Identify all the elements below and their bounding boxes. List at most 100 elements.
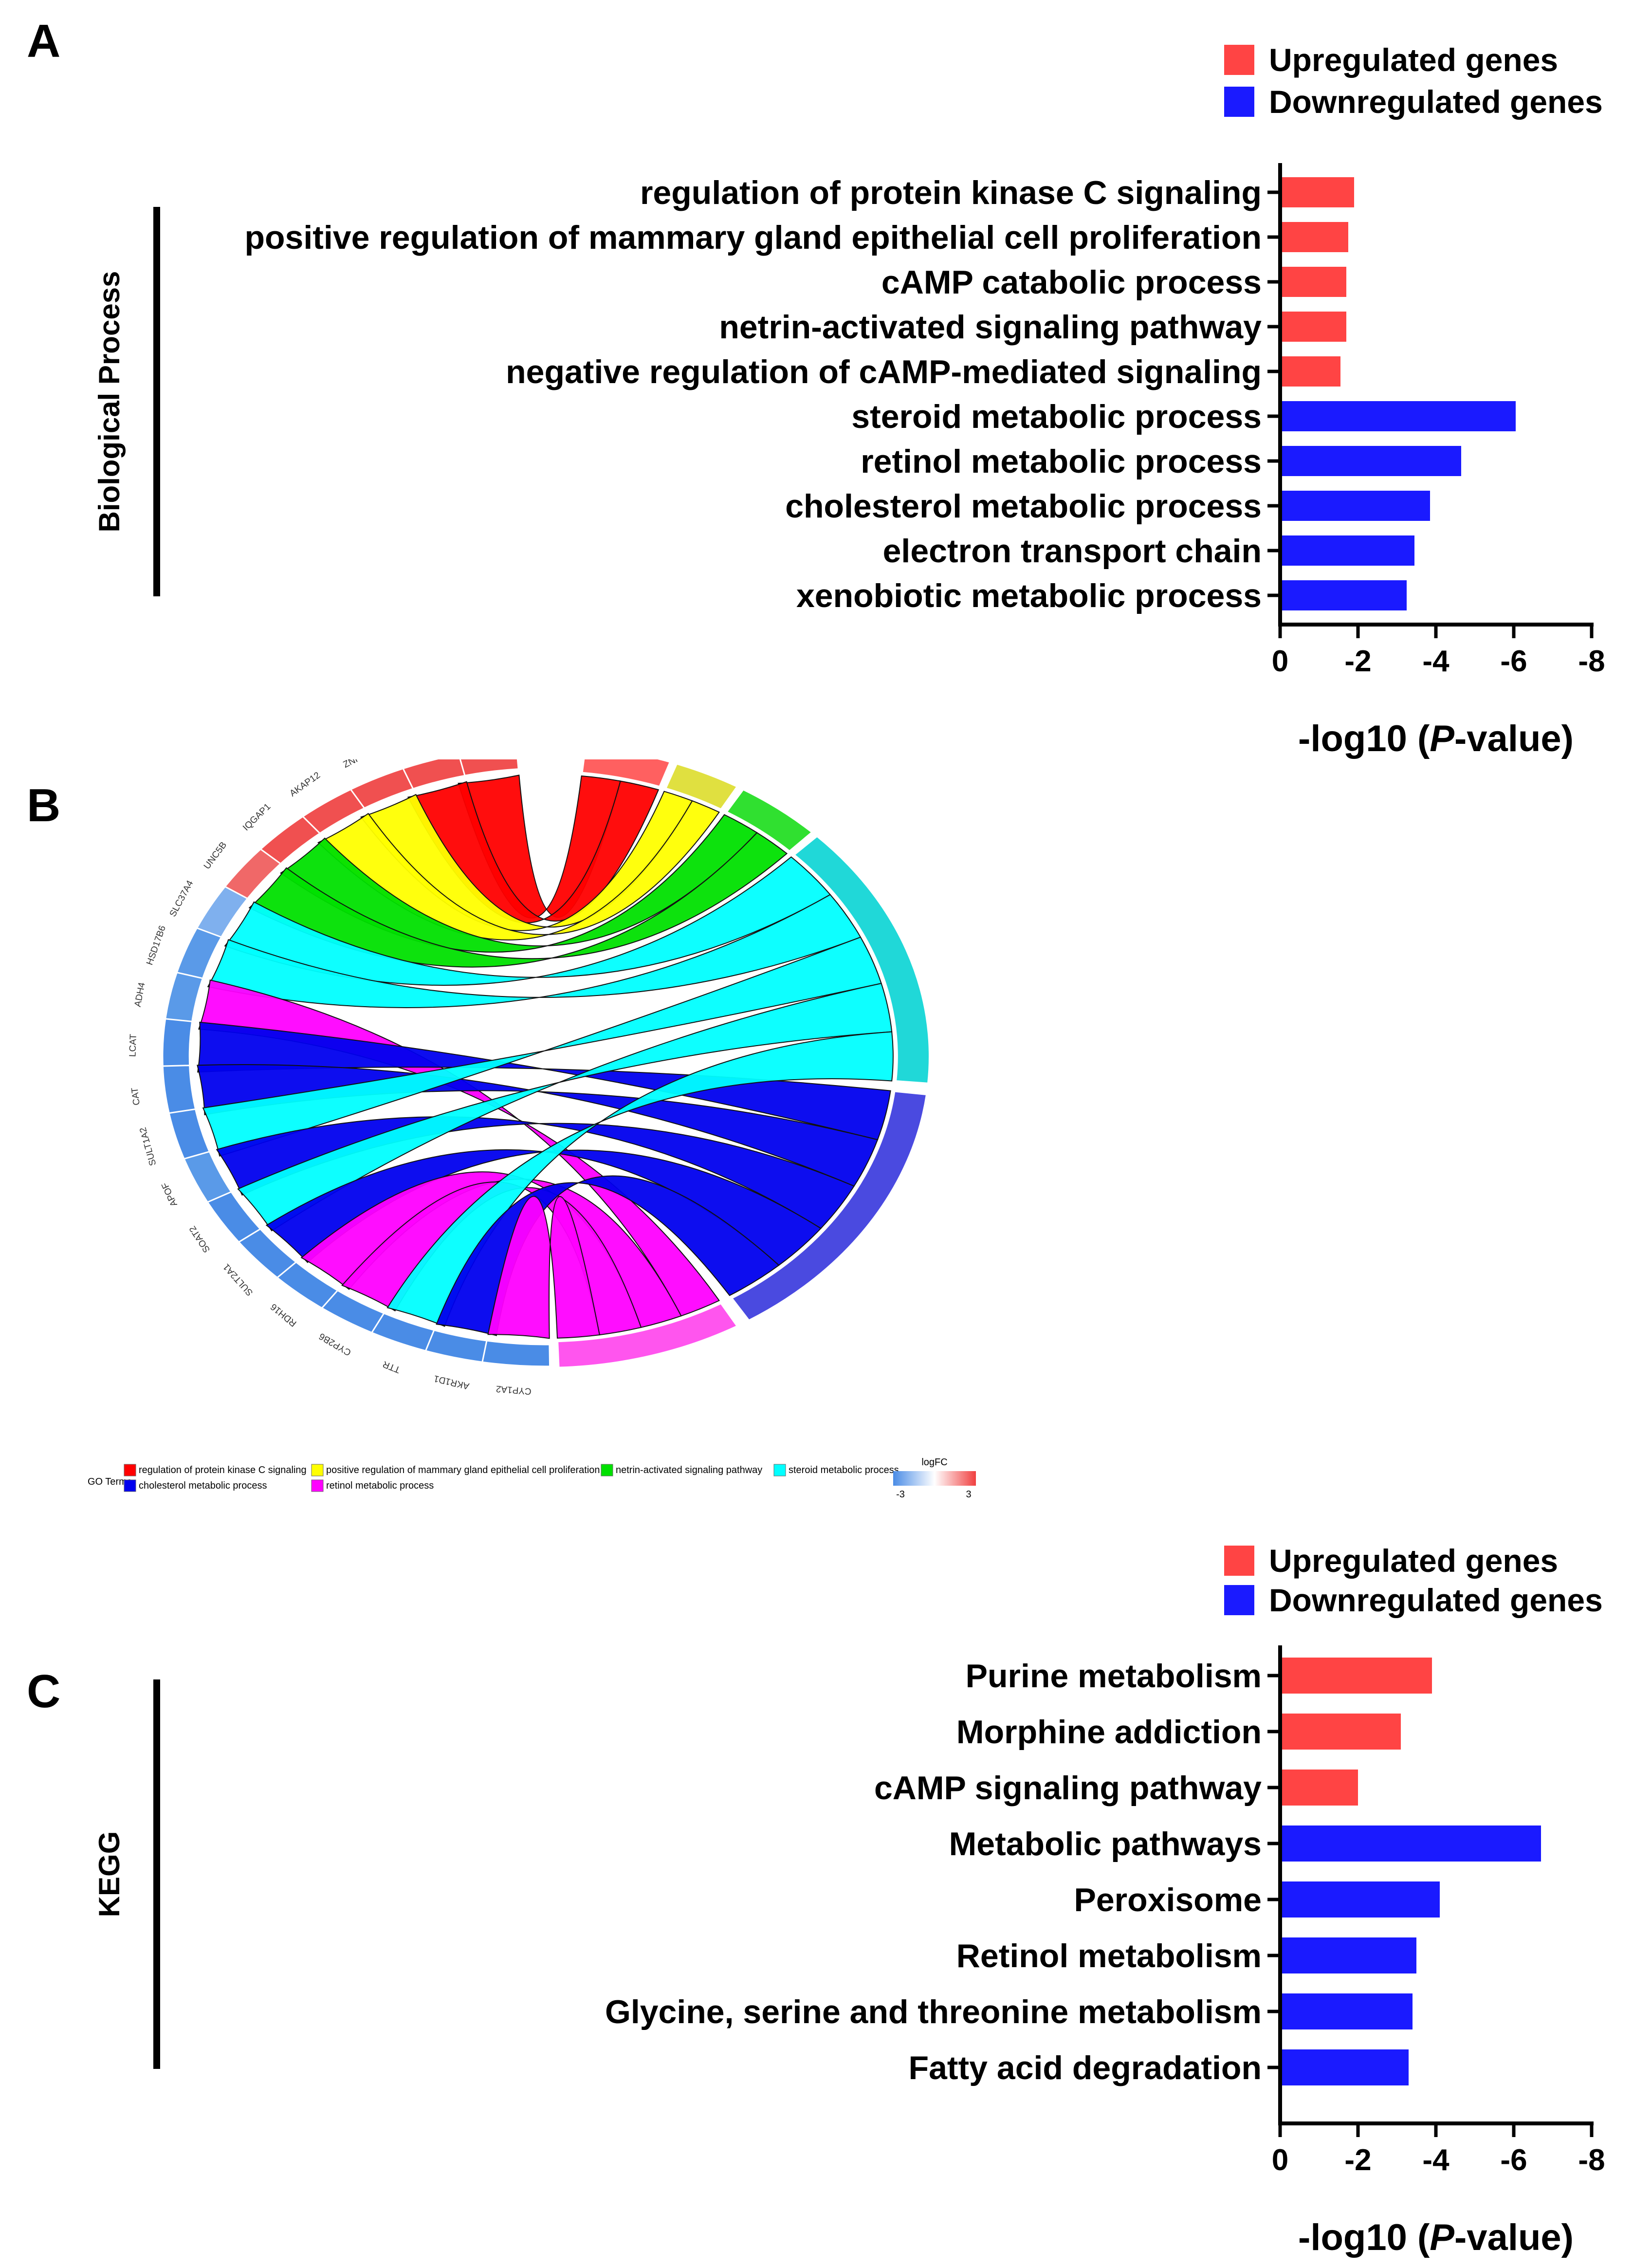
go-bar [1280,312,1346,342]
go-term-legend-label: regulation of protein kinase C signaling [139,1465,307,1475]
go-term-legend-label: cholesterol metabolic process [139,1480,267,1491]
go-term-legend-label: retinol metabolic process [326,1480,434,1491]
logfc-legend-min: -3 [896,1489,905,1500]
go-category-label: retinol metabolic process [861,443,1262,480]
kegg-group-label: KEGG [93,1831,126,1918]
kegg-bar [1280,1993,1413,2029]
gene-label: ADH4 [133,981,147,1008]
gene-label: SULT2A1 [221,1261,256,1297]
gene-arc [450,759,519,778]
gene-label: AKAP12 [288,770,322,799]
kegg-bar [1280,1658,1432,1694]
kegg-bar [1280,1937,1416,1973]
gene-arc [183,1150,237,1210]
go-x-tick-label: -6 [1500,645,1527,678]
gene-label: UNC5B [202,840,229,871]
go-x-tick-label: -8 [1578,645,1605,678]
gene-arc [341,767,414,813]
kegg-x-tick-label: -4 [1422,2143,1450,2177]
panel-label-a: A [27,15,61,67]
chord-ribbon [237,982,893,1232]
term-arc [664,762,739,811]
go-term-legend-swatch [311,1479,324,1492]
go-term-legend-label: netrin-activated signaling pathway [616,1465,762,1475]
gene-label: SULT1A2 [138,1126,158,1167]
gene-label: IQGAP1 [241,802,273,833]
go-term-legend-swatch [311,1464,324,1476]
kegg-legend-swatch-up [1224,1546,1254,1576]
go-category-label: steroid metabolic process [851,398,1262,435]
go-bar [1280,222,1348,252]
term-arc [556,1302,739,1369]
go-legend-up: Upregulated genes [1269,42,1558,78]
go-x-tick-label: 0 [1272,645,1288,678]
kegg-x-tick-label: -6 [1500,2143,1527,2177]
chord-diagram: UNC5DSEZ6L2ZNF703AKAP12IQGAP1UNC5BSLC37A… [88,759,976,1500]
go-bar [1280,356,1340,387]
gene-arc [163,971,204,1030]
gene-label: CAT [130,1087,142,1106]
gene-label: APOF [160,1181,179,1208]
kegg-x-tick-label: -8 [1578,2143,1605,2177]
go-term-legend-swatch [601,1464,613,1476]
go-category-label: cAMP catabolic process [881,264,1262,301]
go-bar [1280,177,1354,207]
go-group-label: Biological Process [93,271,126,533]
kegg-legend-up: Upregulated genes [1269,1543,1558,1579]
gene-arc [168,1108,214,1167]
gene-label: AKR1D1 [433,1373,470,1391]
gene-label: CYP2B6 [317,1331,353,1358]
go-bar-chart: Upregulated genes Downregulated genes Biol… [93,42,1605,759]
gene-label: HSD17B6 [145,924,168,967]
go-bar [1280,267,1346,297]
gene-arc [370,1312,443,1354]
gene-label: SOAT2 [187,1224,212,1254]
term-arc [792,834,931,1085]
gene-label: CYP1A2 [495,1383,532,1396]
go-term-legend-label: steroid metabolic process [789,1465,899,1475]
kegg-legend-swatch-down [1224,1585,1254,1615]
kegg-category-label: Retinol metabolism [956,1937,1262,1974]
gene-arc [162,1018,193,1075]
go-bar [1280,401,1516,431]
gene-arc [393,759,466,793]
gene-arc [424,1329,496,1364]
go-x-tick-label: -4 [1422,645,1450,678]
go-bar [1280,535,1414,566]
kegg-category-label: Glycine, serine and threonine metabolism [605,1993,1262,2030]
gene-label: TTR [381,1359,402,1375]
logfc-gradient-bar [893,1471,976,1486]
kegg-bar [1280,1825,1541,1862]
go-category-label: regulation of protein kinase C signaling [640,174,1262,211]
kegg-x-tick-label: -2 [1344,2143,1371,2177]
kegg-bar [1280,2049,1409,2085]
gene-label: ZNF703 [342,759,376,770]
go-bar [1280,446,1461,476]
gene-label: SLC37A4 [168,879,196,919]
go-category-label: electron transport chain [883,533,1262,570]
gene-label: LCAT [128,1033,139,1057]
go-bar [1280,580,1407,610]
go-legend-down: Downregulated genes [1269,84,1603,120]
gene-arc [219,848,282,905]
go-category-label: negative regulation of cAMP-mediated sig… [506,353,1262,390]
gene-arc [481,1340,551,1367]
kegg-x-tick-label: 0 [1272,2143,1288,2177]
go-term-legend-swatch [124,1479,136,1492]
gene-label: RDH16 [269,1301,298,1328]
kegg-legend-down: Downregulated genes [1269,1582,1603,1618]
gene-arc [173,927,222,986]
go-category-label: netrin-activated signaling pathway [719,309,1262,346]
go-legend-swatch-down [1224,87,1254,117]
kegg-bar [1280,1881,1440,1918]
go-bar [1280,491,1430,521]
gene-arc [276,1261,346,1314]
logfc-legend-max: 3 [966,1489,971,1500]
kegg-category-label: Peroxisome [1074,1881,1262,1918]
go-category-label: xenobiotic metabolic process [796,577,1262,614]
kegg-x-axis-title: -log10 (P-value) [1298,2217,1574,2258]
kegg-category-label: Purine metabolism [966,1658,1262,1695]
chord-ribbon [487,1196,600,1339]
chord-ribbon [207,894,862,1008]
